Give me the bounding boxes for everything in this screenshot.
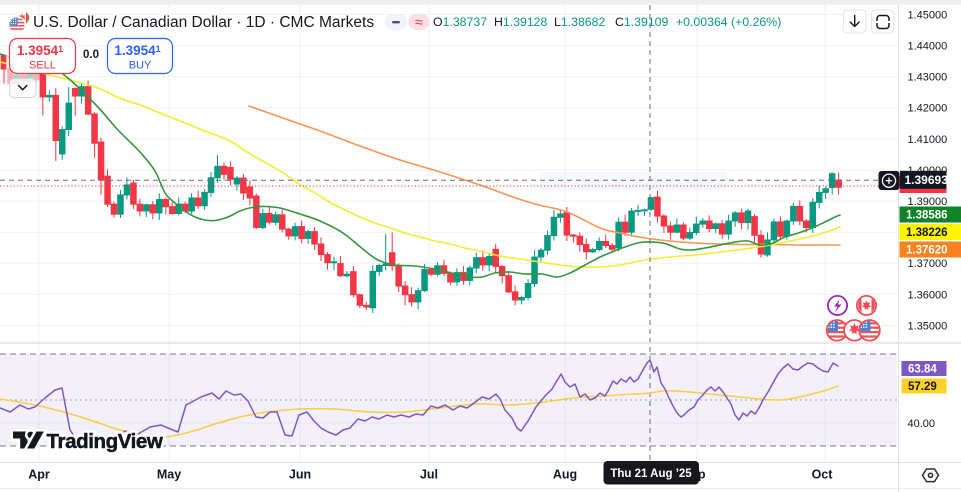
svg-text:+0.00364 (+0.26%): +0.00364 (+0.26%)	[676, 15, 781, 29]
svg-text:L1.38682: L1.38682	[554, 15, 605, 29]
svg-text:1.37620: 1.37620	[906, 245, 948, 257]
svg-text:1.42000: 1.42000	[908, 103, 948, 115]
svg-text:1.35000: 1.35000	[908, 320, 948, 332]
svg-text:TradingView: TradingView	[47, 430, 163, 453]
svg-text:H1.39128: H1.39128	[494, 15, 548, 29]
svg-text:1.39541: 1.39541	[17, 43, 63, 58]
svg-text:1.45000: 1.45000	[908, 9, 948, 21]
svg-text:1.44000: 1.44000	[908, 41, 948, 53]
svg-text:0.0: 0.0	[83, 49, 99, 61]
svg-text:C1.39109: C1.39109	[615, 15, 669, 29]
svg-text:U.S. Dollar / Canadian Dollar: U.S. Dollar / Canadian Dollar · 1D · CMC…	[33, 14, 374, 31]
svg-text:Apr: Apr	[28, 468, 50, 482]
svg-text:Thu 21 Aug ’25: Thu 21 Aug ’25	[610, 468, 692, 480]
svg-text:BUY: BUY	[129, 60, 152, 72]
svg-text:≈: ≈	[415, 15, 423, 31]
svg-text:1.37000: 1.37000	[908, 258, 948, 270]
svg-text:Jun: Jun	[289, 468, 311, 482]
svg-text:63.84: 63.84	[908, 364, 937, 376]
svg-text:1.41000: 1.41000	[908, 134, 948, 146]
svg-text:57.29: 57.29	[908, 381, 937, 393]
svg-text:1.39000: 1.39000	[908, 196, 948, 208]
svg-text:40.00: 40.00	[908, 418, 936, 430]
svg-text:Aug: Aug	[553, 468, 577, 482]
svg-text:TradingView: TradingView	[47, 430, 163, 453]
svg-text:Oct: Oct	[812, 468, 834, 482]
svg-text:1.36000: 1.36000	[908, 289, 948, 301]
svg-text:SELL: SELL	[29, 60, 56, 72]
svg-text:1.39541: 1.39541	[114, 43, 160, 58]
svg-text:Jul: Jul	[420, 468, 438, 482]
svg-text:May: May	[157, 468, 181, 482]
svg-text:1.39693: 1.39693	[905, 173, 949, 187]
svg-text:1.43000: 1.43000	[908, 72, 948, 84]
svg-text:1.38226: 1.38226	[906, 227, 948, 239]
svg-text:1.38586: 1.38586	[906, 210, 948, 222]
svg-text:O1.38737: O1.38737	[433, 15, 487, 29]
